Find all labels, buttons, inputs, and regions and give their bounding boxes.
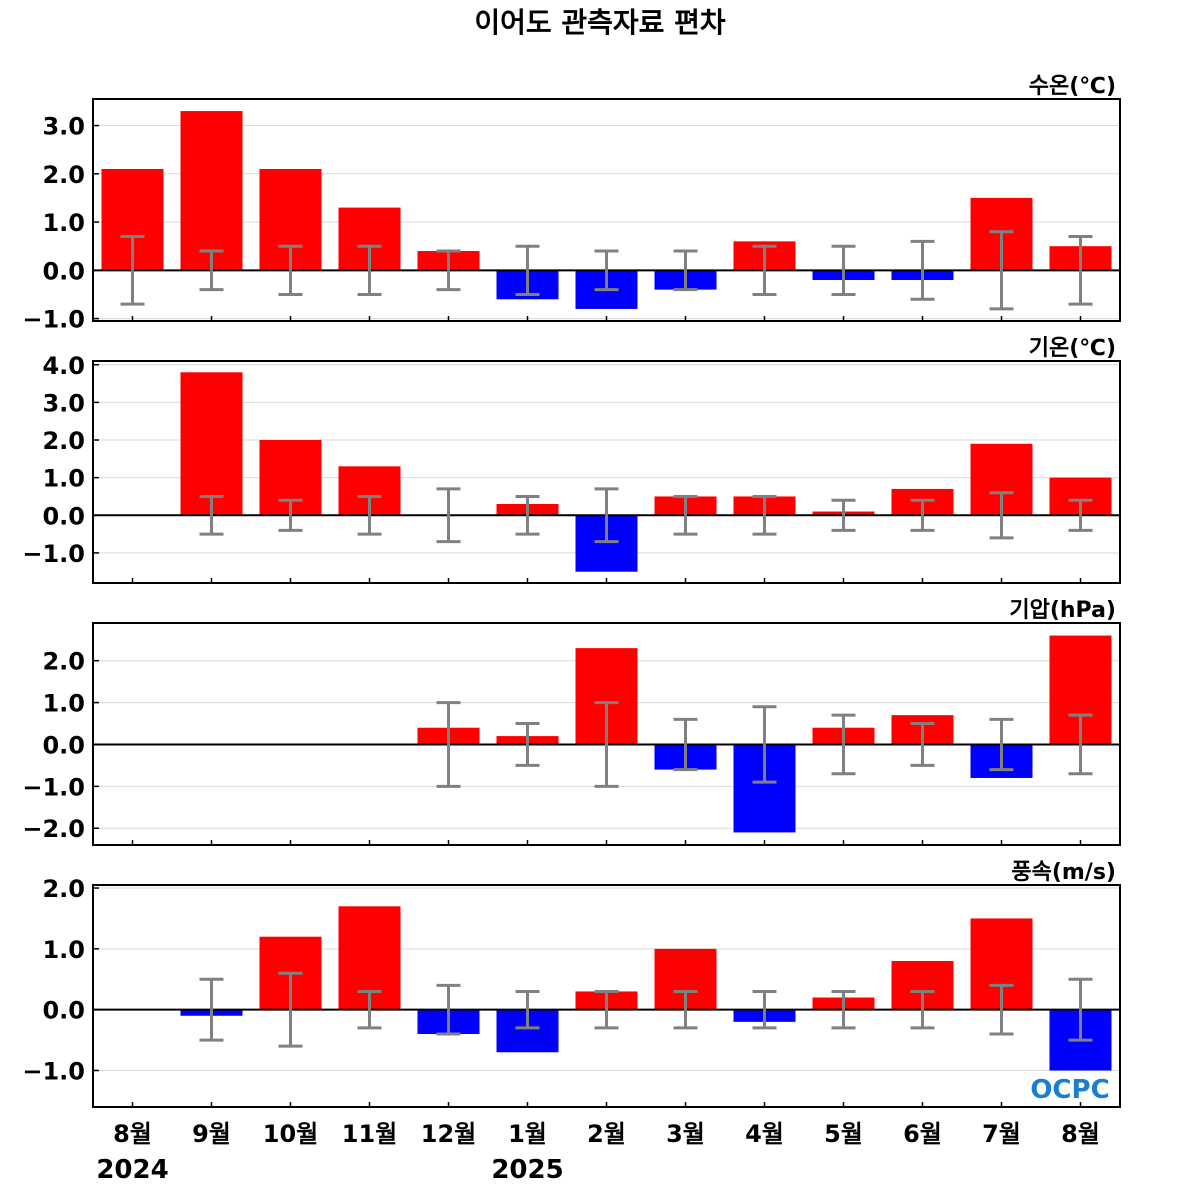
error-bar-0-4 xyxy=(436,249,461,292)
error-bar-3-5 xyxy=(515,989,540,1030)
error-bar-2-10 xyxy=(910,722,935,767)
y-tick-label: −1.0 xyxy=(22,1058,85,1086)
chart-title: 이어도 관측자료 편차 xyxy=(474,6,726,39)
x-tick-label: 9월 xyxy=(192,1120,231,1148)
error-bar-0-7 xyxy=(673,249,698,292)
x-tick-label: 10월 xyxy=(263,1120,318,1148)
error-bar-1-8 xyxy=(752,494,777,536)
y-tick-label: 3.0 xyxy=(42,113,85,141)
x-tick-label: 7월 xyxy=(982,1120,1021,1148)
error-bar-0-10 xyxy=(910,239,935,301)
error-bar-3-1 xyxy=(199,977,224,1042)
y-tick-label: −1.0 xyxy=(22,306,85,334)
error-bar-1-9 xyxy=(831,498,856,532)
error-bar-1-4 xyxy=(436,487,461,544)
error-bar-1-2 xyxy=(278,498,303,532)
error-bar-3-4 xyxy=(436,983,461,1036)
panel-1: −1.0 0.0 1.0 2.0 3.0 4.0 기온(℃) xyxy=(22,336,1121,584)
x-tick-label: 3월 xyxy=(666,1120,705,1148)
error-bar-0-1 xyxy=(199,249,224,292)
error-bar-1-3 xyxy=(357,494,382,536)
error-bar-3-12 xyxy=(1068,977,1093,1042)
error-bar-2-4 xyxy=(436,701,461,788)
x-tick-label: 11월 xyxy=(342,1120,397,1148)
chart-panels: −1.0 0.0 1.0 2.0 3.0 수온(℃) −1.0 0.0 1.0 2.0 3.0 4.0… xyxy=(22,74,1121,1108)
y-tick-label: 1.0 xyxy=(42,936,85,964)
y-tick-label: 4.0 xyxy=(42,352,85,380)
error-bar-0-6 xyxy=(594,249,619,292)
error-bar-2-11 xyxy=(989,717,1014,772)
error-bar-2-9 xyxy=(831,713,856,776)
error-bar-0-8 xyxy=(752,244,777,296)
error-bar-1-7 xyxy=(673,494,698,536)
error-bar-3-3 xyxy=(357,989,382,1030)
bar-0-1 xyxy=(180,111,243,271)
error-bar-1-1 xyxy=(199,494,224,536)
error-bar-2-5 xyxy=(515,722,540,767)
y-tick-label: −1.0 xyxy=(22,773,85,801)
y-tick-label: 0.0 xyxy=(42,257,85,285)
error-bar-2-12 xyxy=(1068,713,1093,776)
error-bar-3-2 xyxy=(278,971,303,1048)
error-bar-3-7 xyxy=(673,989,698,1030)
error-bar-0-0 xyxy=(120,235,145,306)
ocpc-logo: OCPC xyxy=(1030,1075,1109,1105)
x-tick-label: 1월 xyxy=(508,1120,547,1148)
y-tick-label: 2.0 xyxy=(42,648,85,676)
panel-label: 수온(℃) xyxy=(1029,74,1116,99)
error-bar-0-2 xyxy=(278,244,303,296)
year-label: 2024 xyxy=(96,1155,168,1185)
panel-label: 풍속(m/s) xyxy=(1011,860,1116,885)
x-tick-label: 12월 xyxy=(421,1120,476,1148)
panel-label: 기압(hPa) xyxy=(1009,598,1116,623)
error-bar-0-5 xyxy=(515,244,540,296)
x-tick-label: 2월 xyxy=(587,1120,626,1148)
x-tick-label: 5월 xyxy=(824,1120,863,1148)
x-tick-label: 4월 xyxy=(745,1120,784,1148)
bar-1-1 xyxy=(180,372,243,516)
y-tick-label: −1.0 xyxy=(22,540,85,568)
y-tick-label: 2.0 xyxy=(42,875,85,903)
error-bar-2-6 xyxy=(594,701,619,788)
error-bar-3-9 xyxy=(831,989,856,1030)
error-bar-1-10 xyxy=(910,498,935,532)
y-tick-label: 1.0 xyxy=(42,690,85,718)
error-bar-3-8 xyxy=(752,989,777,1030)
x-tick-label: 8월 xyxy=(1061,1120,1100,1148)
year-label: 2025 xyxy=(491,1155,563,1185)
error-bar-2-8 xyxy=(752,705,777,784)
y-tick-label: 0.0 xyxy=(42,997,85,1025)
y-tick-label: 2.0 xyxy=(42,161,85,189)
error-bar-3-6 xyxy=(594,989,619,1030)
error-bar-1-12 xyxy=(1068,498,1093,532)
y-tick-label: 3.0 xyxy=(42,389,85,417)
y-tick-label: −2.0 xyxy=(22,815,85,843)
error-bar-0-12 xyxy=(1068,235,1093,306)
y-tick-label: 2.0 xyxy=(42,427,85,455)
panel-2: −2.0 −1.0 0.0 1.0 2.0 기압(hPa) xyxy=(22,598,1121,846)
error-bar-0-9 xyxy=(831,244,856,296)
x-tick-label: 8월 xyxy=(113,1120,152,1148)
error-bar-1-6 xyxy=(594,487,619,544)
y-tick-label: 0.0 xyxy=(42,502,85,530)
panel-3: −1.0 0.0 1.0 2.0 풍속(m/s) xyxy=(22,860,1121,1108)
error-bar-1-11 xyxy=(989,491,1014,540)
error-bar-1-5 xyxy=(515,494,540,536)
error-bar-2-7 xyxy=(673,717,698,772)
error-bar-3-10 xyxy=(910,989,935,1030)
error-bar-3-11 xyxy=(989,983,1014,1036)
y-tick-label: 0.0 xyxy=(42,731,85,759)
error-bar-0-11 xyxy=(989,230,1014,311)
error-bar-0-3 xyxy=(357,244,382,296)
panel-label: 기온(℃) xyxy=(1029,336,1116,361)
logo-text: OCPC xyxy=(1030,1075,1109,1105)
y-tick-label: 1.0 xyxy=(42,465,85,493)
panel-0: −1.0 0.0 1.0 2.0 3.0 수온(℃) xyxy=(22,74,1121,334)
y-tick-label: 1.0 xyxy=(42,209,85,237)
x-tick-label: 6월 xyxy=(903,1120,942,1148)
x-axis: 8월 9월 10월 11월 12월 1월 2월 3월 4월 5월 6월 7월 8월 2024 2025 xyxy=(96,1120,1100,1185)
